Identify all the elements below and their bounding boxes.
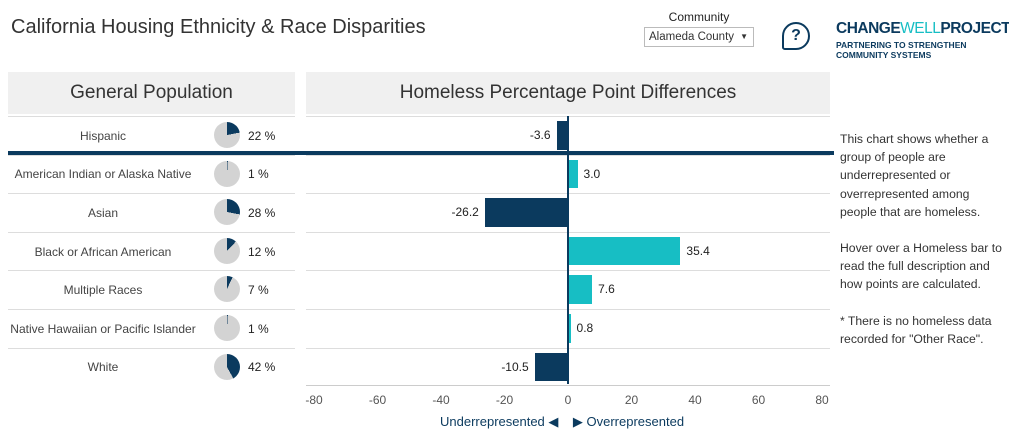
community-select[interactable]: Alameda County ▼	[644, 27, 754, 47]
bar-value-label: 35.4	[686, 243, 710, 258]
bar-value-label: 3.0	[583, 166, 601, 181]
category-label: Native Hawaiian or Pacific Islander	[10, 321, 196, 336]
category-label: Hispanic	[79, 128, 127, 143]
table-row: Multiple Races 7 %	[8, 270, 295, 309]
bar-value-label: -10.5	[501, 359, 529, 374]
population-pie[interactable]	[214, 122, 240, 148]
direction-legend: Underrepresented ◀ ▶ Overrepresented	[440, 414, 684, 430]
homeless-bar[interactable]	[568, 159, 578, 189]
category-label: Multiple Races	[63, 283, 143, 298]
table-row: Hispanic 22 %	[8, 116, 295, 155]
chart-title: Homeless Percentage Point Differences	[306, 72, 830, 114]
table-row: Asian 28 %	[8, 193, 295, 232]
note-paragraph: Hover over a Homeless bar to read the fu…	[840, 241, 1002, 292]
homeless-bar[interactable]	[568, 236, 681, 266]
row-separator	[8, 151, 834, 155]
explanation-note: This chart shows whether a group of peop…	[840, 130, 1002, 366]
x-tick-label: -40	[432, 393, 450, 407]
category-label: White	[87, 360, 119, 375]
zero-line	[567, 116, 569, 384]
community-label: Community	[668, 10, 730, 24]
population-pie[interactable]	[214, 276, 240, 303]
bar-value-label: 7.6	[598, 282, 615, 297]
population-pie[interactable]	[214, 199, 240, 226]
x-tick-label: 20	[624, 393, 639, 407]
x-tick-label: -20	[495, 393, 514, 407]
population-pct: 7 %	[248, 283, 269, 298]
x-tick-label: -60	[368, 393, 387, 407]
homeless-bar[interactable]	[484, 198, 568, 227]
bar-value-label: -26.2	[451, 205, 479, 220]
table-row: Native Hawaiian or Pacific Islander 1 %	[8, 309, 295, 348]
population-pct: 22 %	[248, 128, 276, 143]
table-row: White 42 %	[8, 347, 295, 387]
category-label: American Indian or Alaska Native	[14, 167, 192, 182]
general-population-header: General Population	[8, 72, 295, 114]
x-tick-label: 40	[688, 393, 702, 407]
category-label: Asian	[87, 205, 119, 220]
note-paragraph: This chart shows whether a group of peop…	[840, 132, 989, 219]
population-pie[interactable]	[214, 315, 240, 341]
x-tick-label: 0	[564, 393, 572, 407]
dropdown-arrow-icon: ▼	[740, 32, 748, 41]
right-triangle-icon: ▶	[572, 414, 583, 429]
population-pct: 12 %	[248, 244, 276, 259]
homeless-bar[interactable]	[534, 352, 568, 382]
population-pie[interactable]	[214, 160, 240, 187]
population-pct: 1 %	[248, 167, 269, 182]
bar-value-label: 0.8	[576, 321, 594, 335]
homeless-bar[interactable]	[568, 275, 593, 304]
logo-tagline: PARTNERING TO STRENGTHEN COMMUNITY SYSTE…	[836, 40, 967, 60]
homeless-bar[interactable]	[568, 314, 571, 343]
x-tick-label: -80	[305, 393, 323, 407]
x-tick-label: 60	[751, 393, 766, 407]
population-pie[interactable]	[214, 353, 240, 380]
community-value: Alameda County	[649, 31, 735, 43]
population-pct: 42 %	[248, 360, 276, 375]
population-pct: 28 %	[248, 205, 276, 220]
table-row: Black or African American 12 %	[8, 231, 295, 271]
left-triangle-icon: ◀	[548, 414, 559, 429]
population-pct: 1 %	[248, 321, 269, 336]
x-tick-label: 80	[815, 393, 829, 407]
over-label: Overrepresented	[586, 414, 685, 429]
logo: CHANGEWELLPROJECT PARTNERING TO STRENGTH…	[836, 20, 1009, 60]
homeless-bar[interactable]	[556, 121, 568, 150]
category-label: Black or African American	[34, 244, 172, 259]
x-axis-line	[306, 385, 830, 386]
bar-value-label: -3.6	[529, 128, 551, 142]
page-title: California Housing Ethnicity & Race Disp…	[11, 16, 426, 38]
under-label: Underrepresented	[440, 414, 545, 429]
question-bubble-icon[interactable]: ?	[782, 22, 810, 50]
population-pie[interactable]	[214, 237, 240, 264]
table-row: American Indian or Alaska Native 1 %	[8, 154, 295, 194]
note-paragraph: * There is no homeless data recorded for…	[840, 313, 992, 346]
